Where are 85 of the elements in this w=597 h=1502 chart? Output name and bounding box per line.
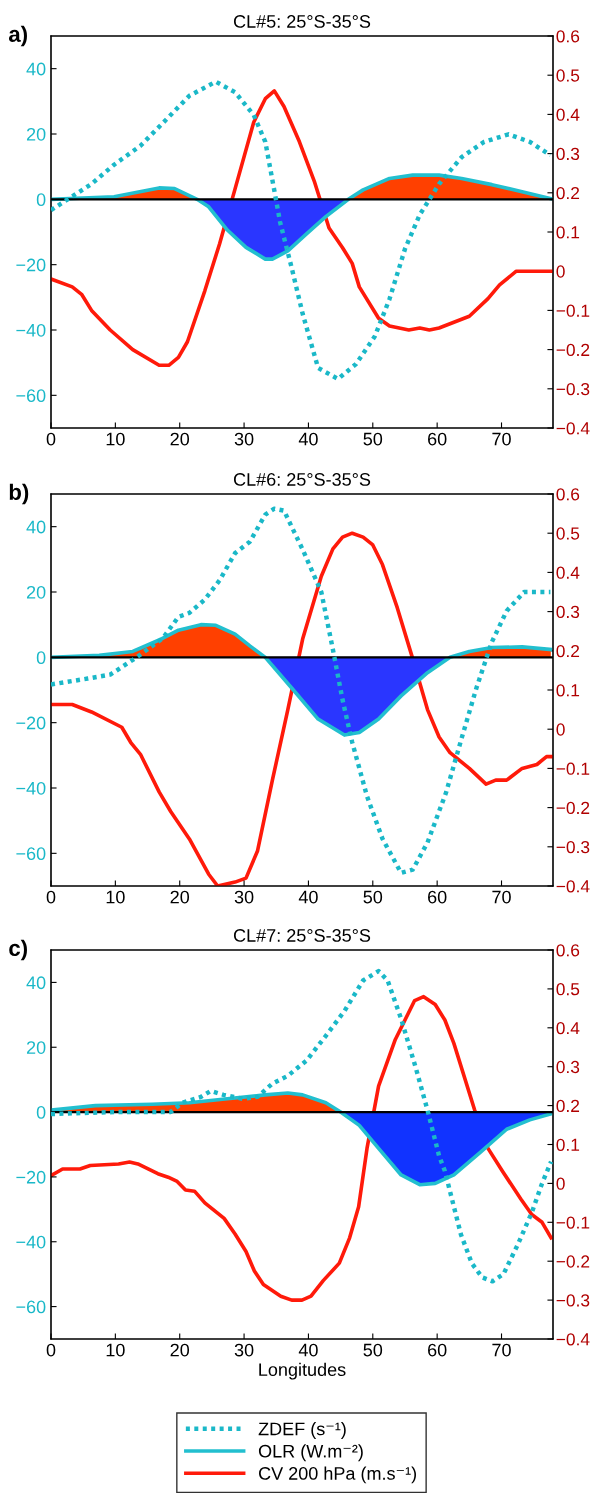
y2-tick-label: −0.3 — [556, 840, 590, 854]
y2-tick-label: 0.4 — [556, 1021, 580, 1035]
x-tick-label: 30 — [234, 1343, 254, 1357]
y-tick-label: −40 — [16, 781, 46, 795]
x-tick-label: 30 — [234, 432, 254, 446]
legend-label: CV 200 hPa (m.s⁻¹) — [259, 1466, 416, 1484]
x-tick-label: 60 — [428, 890, 447, 904]
y2-tick-label: 0.2 — [556, 644, 580, 658]
x-tick-label: 0 — [46, 1343, 56, 1357]
x-tick-label: 70 — [492, 432, 511, 446]
y-tick-label: −20 — [16, 716, 46, 730]
y-tick-label: −60 — [16, 389, 46, 403]
y2-tick-label: 0 — [556, 1177, 565, 1190]
legend-label: ZDEF (s⁻¹) — [258, 1422, 346, 1439]
y-tick-label: −40 — [16, 1235, 46, 1249]
x-tick-label: 20 — [170, 1343, 190, 1357]
y2-tick-label: 0.1 — [556, 226, 580, 239]
y2-tick-label: −0.4 — [556, 422, 590, 435]
y-tick-label: −40 — [16, 323, 46, 337]
x-tick-label: 30 — [234, 890, 254, 904]
y2-tick-label: 0.5 — [556, 527, 580, 540]
y2-tick-label: −0.3 — [556, 1294, 590, 1307]
y2-tick-label: 0.5 — [556, 69, 580, 82]
y2-tick-label: −0.4 — [556, 880, 590, 893]
y2-tick-label: 0 — [556, 265, 565, 278]
text: b) — [9, 483, 29, 505]
y2-tick-label: 0.1 — [556, 1138, 580, 1151]
y-tick-label: 0 — [36, 1106, 46, 1119]
text: a) — [8, 25, 27, 47]
y-tick-label: 0 — [36, 193, 46, 207]
chart-title: CL#6: 25°S-35°S — [233, 473, 371, 486]
y2-tick-label: −0.2 — [556, 1255, 590, 1268]
y2-tick-label: 0.6 — [556, 488, 580, 501]
y2-tick-label: 0 — [556, 723, 565, 736]
y-tick-label: −20 — [16, 258, 46, 272]
legend-label: OLR (W.m⁻²) — [258, 1444, 363, 1462]
y2-tick-label: 0.3 — [556, 147, 580, 161]
x-tick-label: 0 — [46, 432, 56, 446]
x-axis-title: Longitudes — [259, 1362, 346, 1380]
y-tick-label: −60 — [16, 847, 46, 861]
y-tick-label: 20 — [26, 585, 46, 599]
y2-tick-label: 0.2 — [556, 186, 580, 200]
y2-tick-label: 0.3 — [556, 1060, 580, 1074]
x-tick-label: 60 — [428, 1343, 447, 1357]
y2-tick-label: 0.5 — [556, 983, 580, 996]
y2-tick-label: −0.4 — [556, 1333, 590, 1346]
y-tick-label: 40 — [26, 62, 46, 76]
y2-tick-label: 0.1 — [556, 684, 580, 697]
text: c) — [9, 939, 27, 961]
chart-title: CL#5: 25°S-35°S — [233, 15, 371, 28]
y-tick-label: 40 — [26, 976, 46, 990]
y2-tick-label: −0.2 — [556, 801, 590, 815]
x-tick-label: 40 — [298, 890, 318, 904]
x-tick-label: 40 — [298, 432, 318, 446]
x-tick-label: 70 — [492, 890, 511, 904]
x-tick-label: 60 — [428, 432, 447, 446]
y-tick-label: 20 — [26, 127, 46, 141]
y2-tick-label: 0.6 — [556, 944, 580, 957]
y-tick-label: −20 — [16, 1170, 46, 1184]
chart-title: CL#7: 25°S-35°S — [233, 929, 371, 942]
y2-tick-label: 0.4 — [556, 566, 580, 579]
y2-tick-label: −0.3 — [556, 382, 590, 396]
y2-tick-label: 0.3 — [556, 605, 580, 619]
y-tick-label: 40 — [26, 520, 46, 534]
y2-tick-label: −0.2 — [556, 343, 590, 357]
x-tick-label: 10 — [106, 1343, 125, 1357]
y-tick-label: 20 — [26, 1041, 46, 1054]
y2-tick-label: −0.1 — [556, 1216, 590, 1229]
x-tick-label: 50 — [363, 432, 383, 446]
y2-tick-label: 0.6 — [556, 30, 580, 43]
x-tick-label: 10 — [106, 432, 125, 446]
y-tick-label: −60 — [16, 1300, 46, 1314]
y2-tick-label: 0.4 — [556, 108, 580, 121]
x-tick-label: 0 — [46, 890, 56, 904]
x-tick-label: 50 — [363, 890, 383, 904]
x-tick-label: 10 — [106, 890, 125, 904]
x-tick-label: 50 — [363, 1343, 383, 1357]
y2-tick-label: 0.2 — [556, 1099, 580, 1113]
y2-tick-label: −0.1 — [556, 304, 590, 317]
x-tick-label: 40 — [298, 1343, 318, 1357]
y-tick-label: 0 — [36, 651, 46, 665]
x-tick-label: 70 — [492, 1343, 511, 1357]
x-tick-label: 20 — [170, 432, 190, 446]
y2-tick-label: −0.1 — [556, 762, 590, 775]
x-tick-label: 20 — [170, 890, 190, 904]
